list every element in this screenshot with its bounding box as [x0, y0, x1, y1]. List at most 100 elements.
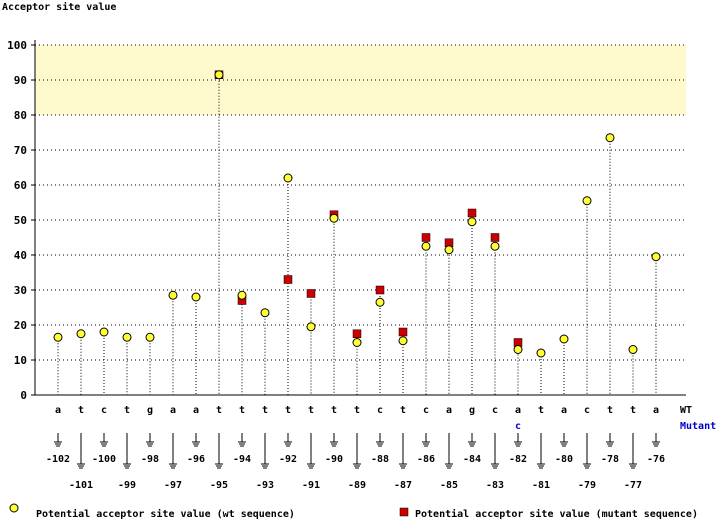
wt-point	[559, 334, 569, 344]
y-tick-label: 80	[14, 109, 27, 122]
wt-base-label: a	[170, 405, 176, 416]
y-tick-label: 90	[14, 74, 27, 87]
wt-point	[329, 213, 339, 223]
y-axis-title: Acceptor site value	[2, 1, 116, 13]
mutant-point	[283, 275, 293, 284]
wt-point	[306, 322, 316, 332]
position-label: -78	[601, 454, 619, 465]
wt-point	[605, 133, 615, 143]
wt-point	[214, 70, 224, 80]
position-label: -80	[555, 454, 573, 465]
position-label: -81	[532, 480, 550, 491]
y-tick-label: 10	[14, 354, 27, 367]
wt-base-label: g	[469, 405, 475, 416]
y-tick-label: 100	[7, 39, 27, 52]
wt-point	[490, 241, 500, 251]
position-label: -77	[624, 480, 642, 491]
y-tick-label: 30	[14, 284, 27, 297]
position-label: -93	[256, 480, 274, 491]
wt-base-label: c	[423, 405, 429, 416]
y-tick-label: 20	[14, 319, 27, 332]
wt-point	[168, 290, 178, 300]
wt-point	[260, 308, 270, 318]
mutant-point	[306, 289, 316, 298]
wt-row-label: WT	[680, 405, 692, 416]
position-label: -102	[46, 454, 70, 465]
position-label: -86	[417, 454, 435, 465]
position-label: -100	[92, 454, 116, 465]
wt-point	[76, 329, 86, 339]
position-label: -99	[118, 480, 136, 491]
wt-point	[375, 297, 385, 307]
wt-base-label: t	[400, 405, 406, 416]
wt-point	[122, 332, 132, 342]
wt-base-label: t	[262, 405, 268, 416]
wt-point	[467, 217, 477, 227]
wt-base-label: a	[446, 405, 452, 416]
wt-base-label: a	[515, 405, 521, 416]
wt-base-label: t	[216, 405, 222, 416]
wt-point	[398, 336, 408, 346]
mutant-row-label: Mutant	[680, 421, 716, 432]
mutant-point	[375, 285, 385, 295]
y-tick-label: 60	[14, 179, 27, 192]
wt-point	[352, 338, 362, 347]
wt-point	[582, 196, 592, 206]
wt-point	[237, 290, 247, 300]
position-label: -89	[348, 480, 366, 491]
wt-base-label: a	[653, 405, 659, 416]
position-label: -84	[463, 454, 481, 465]
wt-point	[536, 348, 546, 358]
wt-base-label: c	[492, 405, 498, 416]
wt-point	[444, 245, 454, 255]
wt-base-label: t	[607, 405, 613, 416]
mutant-point	[398, 327, 408, 337]
position-label: -90	[325, 454, 343, 465]
wt-point	[145, 332, 155, 342]
position-label: -88	[371, 454, 389, 465]
position-label: -95	[210, 480, 228, 491]
y-tick-label: 40	[14, 249, 27, 262]
wt-base-label: a	[193, 405, 199, 416]
position-label: -83	[486, 480, 504, 491]
position-label: -76	[647, 454, 665, 465]
mutant-point	[421, 233, 431, 242]
position-label: -91	[302, 480, 320, 491]
legend-mutant-marker	[399, 507, 409, 517]
position-label: -98	[141, 454, 159, 465]
wt-base-label: c	[584, 405, 590, 416]
wt-point	[421, 241, 431, 251]
wt-point	[651, 252, 661, 262]
wt-point	[99, 327, 109, 337]
wt-base-label: a	[55, 405, 61, 416]
mutant-point	[467, 208, 477, 218]
legend-mutant-label: Potential acceptor site value (mutant se…	[415, 508, 698, 520]
position-label: -94	[233, 454, 251, 465]
mutant-base-label: c	[515, 421, 521, 432]
legend-wt-label: Potential acceptor site value (wt sequen…	[36, 508, 295, 520]
wt-point	[283, 173, 293, 183]
position-label: -82	[509, 454, 527, 465]
wt-base-label: t	[285, 405, 291, 416]
position-label: -101	[69, 480, 93, 491]
wt-base-label: t	[538, 405, 544, 416]
mutant-point	[490, 233, 500, 242]
wt-point	[513, 345, 523, 354]
wt-base-label: t	[308, 405, 314, 416]
y-tick-label: 70	[14, 144, 27, 157]
y-tick-label: 0	[20, 389, 27, 402]
position-label: -85	[440, 480, 458, 491]
wt-point	[628, 345, 638, 354]
wt-base-label: c	[101, 405, 107, 416]
wt-base-label: t	[124, 405, 130, 416]
wt-base-label: c	[377, 405, 383, 416]
position-label: -79	[578, 480, 596, 491]
wt-base-label: t	[630, 405, 636, 416]
y-tick-label: 50	[14, 214, 27, 227]
wt-base-label: t	[239, 405, 245, 416]
position-label: -96	[187, 454, 205, 465]
legend-wt-marker	[9, 503, 19, 513]
wt-base-label: g	[147, 405, 153, 416]
